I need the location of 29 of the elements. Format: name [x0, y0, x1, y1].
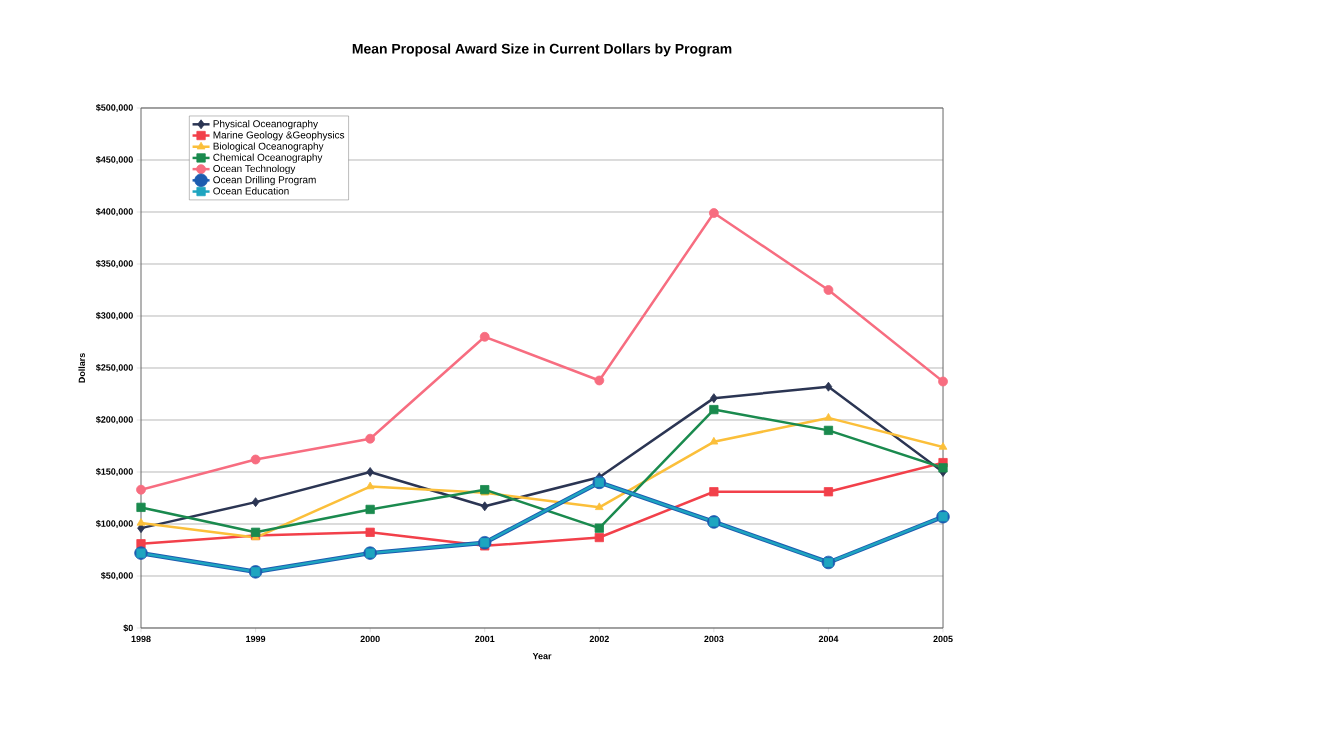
- y-tick-label: $300,000: [95, 311, 133, 321]
- chart-title: Mean Proposal Award Size in Current Dollars by Program: [352, 43, 732, 57]
- y-tick-label: $250,000: [95, 363, 133, 373]
- x-tick-label: 1998: [131, 635, 151, 643]
- legend-label: Biological Oceanography: [213, 142, 324, 152]
- legend-label: Ocean Education: [213, 187, 289, 195]
- legend-label: Marine Geology &Geophysics: [213, 131, 345, 141]
- y-tick-label: $0: [123, 624, 133, 632]
- x-tick-label: 2002: [589, 635, 609, 643]
- legend-label: Ocean Drilling Program: [213, 175, 316, 186]
- y-tick-label: $150,000: [95, 467, 133, 477]
- legend-label: Chemical Oceanography: [213, 153, 323, 163]
- y-tick-label: $100,000: [95, 519, 133, 529]
- y-tick-label: $450,000: [95, 155, 133, 165]
- x-axis-title: Year: [532, 652, 552, 660]
- legend-label: Ocean Technology: [213, 164, 296, 175]
- legend-label: Physical Oceanography: [213, 119, 318, 130]
- y-tick-label: $400,000: [95, 207, 133, 217]
- x-tick-label: 2000: [360, 635, 380, 643]
- y-tick-label: $50,000: [100, 571, 133, 581]
- x-tick-label: 2003: [704, 635, 724, 643]
- x-tick-label: 2004: [818, 635, 839, 643]
- x-tick-label: 2001: [475, 635, 495, 643]
- x-tick-label: 1999: [246, 635, 266, 643]
- y-tick-label: $200,000: [95, 415, 133, 425]
- y-axis-title: Dollars: [78, 353, 85, 383]
- x-tick-label: 2005: [933, 635, 953, 643]
- y-tick-label: $350,000: [95, 259, 133, 269]
- y-tick-label: $500,000: [95, 103, 133, 113]
